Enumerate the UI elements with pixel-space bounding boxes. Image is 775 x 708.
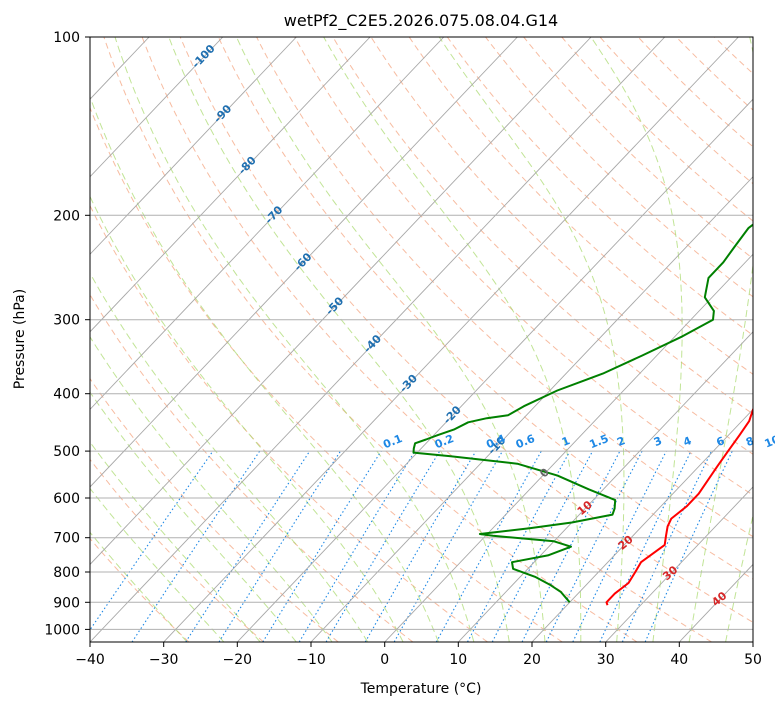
moist-adiabat-line bbox=[590, 37, 683, 642]
x-tick-label: 50 bbox=[744, 652, 762, 668]
moist-adiabat-line bbox=[90, 335, 333, 642]
x-tick-label: 30 bbox=[597, 652, 615, 668]
y-tick-label: 300 bbox=[53, 313, 80, 329]
sounding-lines bbox=[412, 223, 753, 606]
isotherm-line bbox=[90, 37, 518, 488]
chart-title: wetPf2_C2E5.2026.075.08.04.G14 bbox=[284, 11, 558, 31]
mixing-ratio-line bbox=[545, 450, 643, 642]
mixing-ratio-annotation: 8 bbox=[744, 434, 756, 449]
dry-adiabat-line bbox=[599, 37, 753, 185]
plot-background bbox=[90, 37, 753, 642]
isotherm-line bbox=[236, 98, 753, 642]
x-tick-label: −30 bbox=[149, 652, 179, 668]
isotherm-line bbox=[531, 408, 753, 642]
dry-adiabat-line bbox=[90, 458, 264, 642]
dry-adiabat-line bbox=[637, 37, 753, 148]
x-axis-label: Temperature (°C) bbox=[360, 681, 482, 697]
dry-adiabat-line bbox=[141, 37, 712, 642]
moist-adiabat-line bbox=[90, 441, 261, 642]
dewpoint-line bbox=[412, 223, 753, 603]
mixing-ratio-line bbox=[298, 450, 416, 642]
dry-adiabat-line bbox=[90, 293, 414, 642]
dry-adiabat-line bbox=[446, 37, 753, 336]
isotherm-line bbox=[90, 37, 445, 411]
y-tick-label: 700 bbox=[53, 531, 80, 547]
y-axis-label: Pressure (hPa) bbox=[12, 289, 28, 389]
isotherm-line bbox=[163, 37, 739, 642]
isotherm-line bbox=[384, 253, 753, 642]
moist-adiabat-line bbox=[90, 95, 439, 642]
mixing-ratio-annotation: 3 bbox=[652, 434, 664, 449]
mixing-ratio-line bbox=[467, 450, 571, 642]
dry-adiabat-line bbox=[217, 37, 753, 580]
y-tick-label: 600 bbox=[53, 491, 80, 507]
x-tick-label: −20 bbox=[223, 652, 253, 668]
isotherm-line bbox=[90, 37, 666, 642]
moist-adiabat-line bbox=[114, 37, 475, 642]
isotherm-line bbox=[90, 37, 224, 178]
dry-adiabat-line bbox=[294, 37, 753, 496]
mixing-ratio-line bbox=[218, 450, 341, 642]
axis-ticks: −40 −30 −20 −10 0 10 20 30 40 50 100 200 300 400 500 60… bbox=[44, 30, 762, 668]
isotherm-line bbox=[90, 37, 371, 333]
isotherm-line bbox=[752, 641, 753, 642]
mixing-ratio-annotation: 2 bbox=[615, 434, 627, 449]
dry-adiabat-line bbox=[408, 37, 753, 375]
dry-adiabat-line bbox=[90, 106, 563, 642]
y-tick-label: 200 bbox=[53, 208, 80, 224]
dry-adiabat-line bbox=[90, 377, 339, 642]
y-tick-label: 400 bbox=[53, 387, 80, 403]
y-tick-label: 100 bbox=[53, 30, 80, 46]
isotherm-line bbox=[0, 37, 2, 642]
x-tick-label: −10 bbox=[296, 652, 326, 668]
moist-adiabat-line bbox=[236, 37, 546, 642]
dry-adiabat-line bbox=[179, 37, 753, 623]
dry-adiabat-line bbox=[370, 37, 753, 415]
mixing-ratio-line bbox=[572, 450, 667, 642]
x-tick-label: 0 bbox=[380, 652, 389, 668]
moist-adiabat-line bbox=[323, 37, 582, 642]
moist-adiabat-line bbox=[90, 531, 188, 642]
mixing-ratio-line bbox=[262, 450, 382, 642]
isotherm-line bbox=[90, 37, 297, 255]
y-tick-label: 500 bbox=[53, 444, 80, 460]
mixing-ratio-line bbox=[435, 450, 542, 642]
x-tick-label: 20 bbox=[523, 652, 541, 668]
moist-adiabat-line bbox=[438, 37, 625, 642]
mixing-ratio-line bbox=[393, 450, 503, 642]
x-tick-label: 40 bbox=[670, 652, 688, 668]
dry-adiabat-line bbox=[485, 37, 753, 298]
isotherm-line bbox=[90, 37, 592, 566]
mixing-ratio-line bbox=[90, 450, 214, 631]
isotherm-line bbox=[605, 486, 753, 642]
mixing-ratio-annotation: 1 bbox=[560, 434, 572, 449]
y-tick-label: 1000 bbox=[44, 622, 80, 638]
mixing-ratio-annotation: 10 bbox=[763, 433, 775, 451]
x-tick-label: 10 bbox=[449, 652, 467, 668]
background-lines bbox=[0, 37, 753, 642]
x-tick-label: −40 bbox=[75, 652, 105, 668]
y-tick-label: 900 bbox=[53, 595, 80, 611]
temperature-line bbox=[605, 407, 753, 606]
moist-adiabat-line bbox=[90, 391, 297, 642]
mixing-ratio-line bbox=[185, 450, 311, 642]
dry-adiabat-line bbox=[103, 37, 638, 642]
moist-adiabat-line bbox=[90, 487, 225, 642]
moist-adiabat-line bbox=[90, 195, 404, 642]
y-tick-label: 800 bbox=[53, 565, 80, 581]
dry-adiabat-line bbox=[752, 37, 753, 39]
plot-frame bbox=[89, 36, 754, 643]
isotherm-line bbox=[310, 176, 753, 642]
moist-adiabat-line bbox=[688, 37, 753, 642]
